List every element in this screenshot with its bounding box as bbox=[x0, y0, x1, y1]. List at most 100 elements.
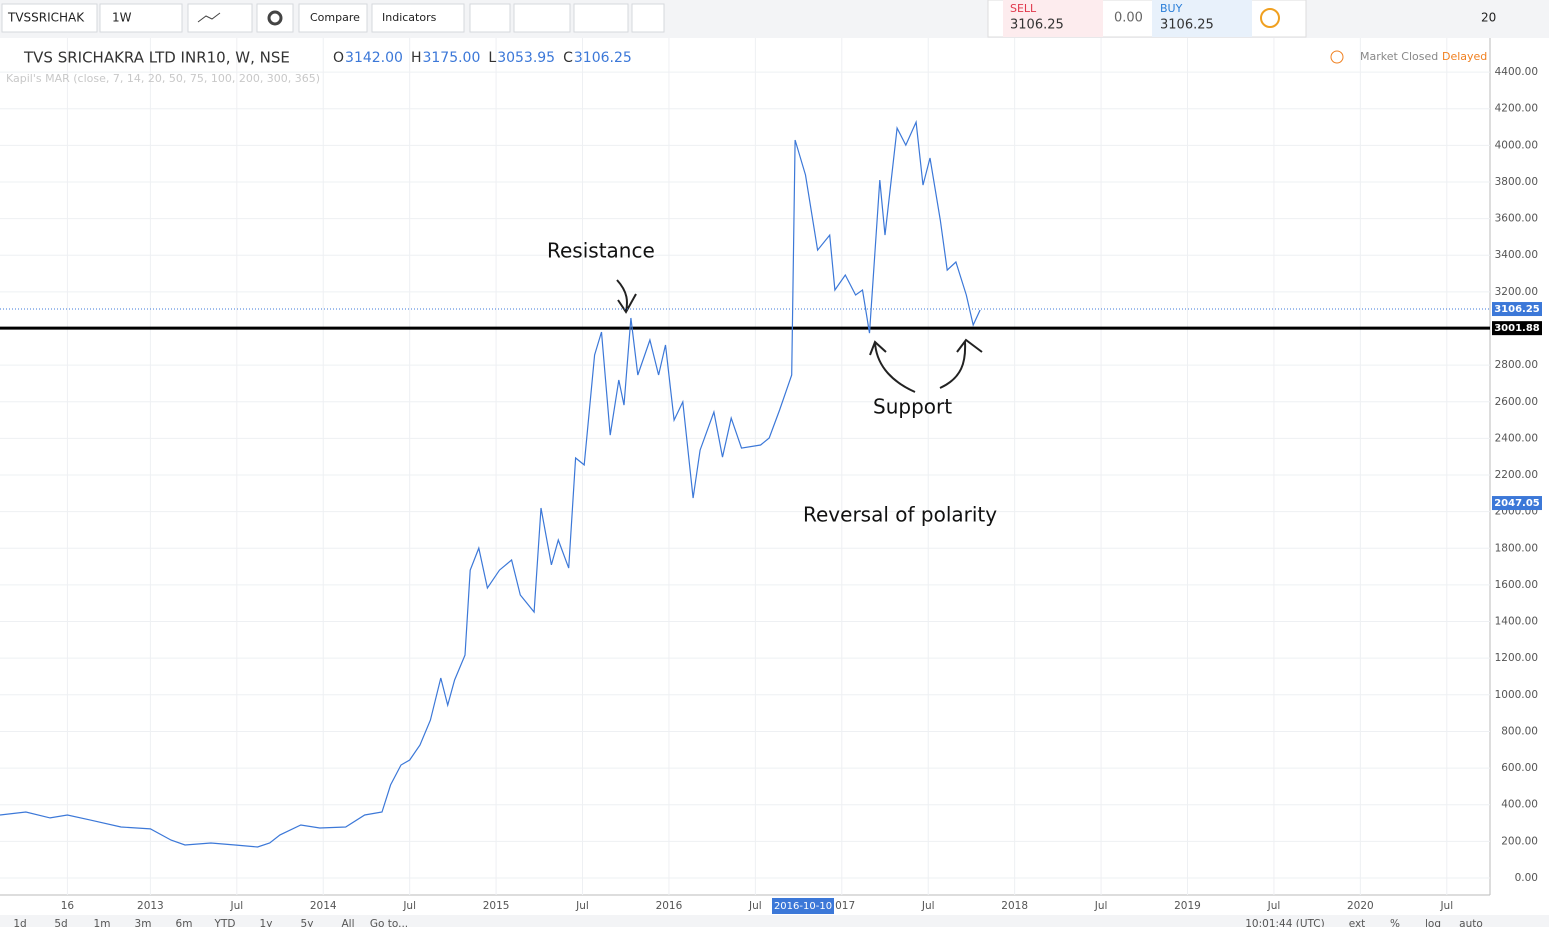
ohlc-key: H bbox=[411, 50, 422, 66]
ohlc-key: L bbox=[488, 50, 496, 66]
marker-price-badge-bg bbox=[1492, 496, 1542, 511]
delay-status: Delayed bbox=[1442, 50, 1487, 63]
support-arrow-2 bbox=[939, 338, 983, 389]
range-button[interactable]: 5y bbox=[301, 918, 314, 930]
current-price-badge-bg bbox=[1492, 302, 1542, 317]
y-tick-label: 2800.00 bbox=[1495, 359, 1538, 371]
symbol[interactable]: TVSSRICHAK bbox=[7, 11, 85, 25]
y-tick-label: 600.00 bbox=[1501, 762, 1538, 774]
x-tick-label: 2018 bbox=[1001, 900, 1028, 912]
settings-btn[interactable] bbox=[256, 3, 294, 33]
indicator-legend: Kapil's MAR (close, 7, 14, 20, 50, 75, 1… bbox=[6, 72, 320, 85]
ohlc-key: C bbox=[563, 50, 573, 66]
range-button[interactable]: 1y bbox=[260, 918, 273, 930]
support-arrow-1 bbox=[869, 340, 916, 393]
ohlc-key: O bbox=[333, 50, 344, 66]
axis-option[interactable]: auto bbox=[1459, 918, 1483, 930]
font-size[interactable]: 20 bbox=[1481, 11, 1496, 25]
buy-bg[interactable] bbox=[1152, 0, 1252, 37]
y-tick-label: 4400.00 bbox=[1495, 66, 1538, 78]
y-tick-label: 1600.00 bbox=[1495, 579, 1538, 591]
buy-label[interactable]: BUY bbox=[1160, 2, 1183, 15]
y-tick-label: 4000.00 bbox=[1495, 139, 1538, 151]
x-tick-label: 2020 bbox=[1347, 900, 1374, 912]
interval[interactable]: 1W bbox=[112, 11, 132, 25]
y-tick-label: 0.00 bbox=[1515, 872, 1538, 884]
x-tick-label: Jul bbox=[921, 900, 935, 912]
y-tick-label: 4200.00 bbox=[1495, 103, 1538, 115]
sell-price[interactable]: 3106.25 bbox=[1010, 18, 1064, 33]
clock: 10:01:44 (UTC) bbox=[1245, 918, 1325, 927]
sell-label[interactable]: SELL bbox=[1010, 2, 1037, 15]
y-tick-label: 1000.00 bbox=[1495, 689, 1538, 701]
y-tick-label: 400.00 bbox=[1501, 799, 1538, 811]
range-button[interactable]: 6m bbox=[176, 918, 193, 930]
price-axis bbox=[1490, 38, 1549, 895]
x-tick-label: Jul bbox=[402, 900, 416, 912]
theme-btn[interactable] bbox=[513, 3, 571, 33]
indicators[interactable]: Indicators bbox=[382, 11, 437, 24]
y-tick-label: 200.00 bbox=[1501, 835, 1538, 847]
axis-option[interactable]: ext bbox=[1349, 918, 1366, 930]
x-tick-label: 2015 bbox=[483, 900, 510, 912]
fullscreen-btn[interactable] bbox=[631, 3, 665, 33]
resistance-arrow bbox=[616, 279, 637, 314]
x-tick-label: Jul bbox=[229, 900, 243, 912]
range-button[interactable]: 1m bbox=[94, 918, 111, 930]
range-button[interactable]: 1d bbox=[13, 918, 26, 930]
y-tick-label: 2600.00 bbox=[1495, 396, 1538, 408]
ohlc-value: 3053.95 bbox=[497, 50, 555, 66]
ohlc-value: 3142.00 bbox=[345, 50, 403, 66]
price-line bbox=[0, 119, 981, 848]
status-icon bbox=[1330, 50, 1344, 64]
symbol-title: TVS SRICHAKRA LTD INR10, W, NSE bbox=[23, 49, 290, 67]
bottom-bar bbox=[0, 915, 1549, 927]
axis-option[interactable]: % bbox=[1390, 918, 1400, 930]
symbol-box[interactable] bbox=[1, 3, 98, 33]
chart-style-btn[interactable] bbox=[187, 3, 253, 33]
resistance-label: Resistance bbox=[547, 239, 655, 263]
compare[interactable]: Compare bbox=[310, 11, 360, 24]
ohlc-value: 3175.00 bbox=[422, 50, 480, 66]
indicators-btn[interactable] bbox=[371, 3, 465, 33]
x-tick-label: 2014 bbox=[310, 900, 337, 912]
y-tick-label: 2400.00 bbox=[1495, 432, 1538, 444]
ohlc-value: 3106.25 bbox=[574, 50, 632, 66]
alert-btn[interactable] bbox=[469, 3, 511, 33]
range-button[interactable]: YTD bbox=[214, 918, 236, 930]
range-button[interactable]: Go to... bbox=[370, 918, 408, 930]
y-tick-label: 1800.00 bbox=[1495, 542, 1538, 554]
market-status: Market Closed bbox=[1360, 50, 1438, 63]
range-button[interactable]: 3m bbox=[135, 918, 152, 930]
y-tick-label: 1400.00 bbox=[1495, 616, 1538, 628]
range-button[interactable]: 5d bbox=[54, 918, 67, 930]
support-badge-bg bbox=[1492, 321, 1542, 336]
y-tick-label: 3200.00 bbox=[1495, 286, 1538, 298]
crosshair-date-bg bbox=[772, 898, 834, 914]
spread: 0.00 bbox=[1114, 11, 1143, 26]
range-button[interactable]: All bbox=[341, 918, 354, 930]
y-tick-label: 1200.00 bbox=[1495, 652, 1538, 664]
sell-bg[interactable] bbox=[1003, 0, 1103, 37]
support-label: Support bbox=[873, 395, 952, 419]
x-tick-label: 16 bbox=[61, 900, 75, 912]
gear-icon bbox=[267, 10, 283, 26]
current-price-badge: 3106.25 bbox=[1494, 304, 1540, 315]
support-badge: 3001.88 bbox=[1494, 323, 1540, 334]
buy-price[interactable]: 3106.25 bbox=[1160, 18, 1214, 33]
interval-box[interactable] bbox=[99, 3, 183, 33]
reversal-label: Reversal of polarity bbox=[803, 503, 997, 527]
info-icon[interactable] bbox=[1260, 8, 1280, 28]
x-tick-label: Jul bbox=[1094, 900, 1108, 912]
y-tick-label: 3800.00 bbox=[1495, 176, 1538, 188]
y-tick-label: 2200.00 bbox=[1495, 469, 1538, 481]
x-tick-label: Jul bbox=[748, 900, 762, 912]
x-tick-label: Jul bbox=[1267, 900, 1281, 912]
axis-option[interactable]: log bbox=[1425, 918, 1441, 930]
x-tick-label: 2013 bbox=[137, 900, 164, 912]
compare-btn[interactable] bbox=[298, 3, 368, 33]
undo-redo[interactable] bbox=[573, 3, 629, 33]
x-tick-label: 2016 bbox=[656, 900, 683, 912]
y-tick-label: 3400.00 bbox=[1495, 249, 1538, 261]
crosshair-date: 2016-10-10 bbox=[774, 901, 832, 912]
